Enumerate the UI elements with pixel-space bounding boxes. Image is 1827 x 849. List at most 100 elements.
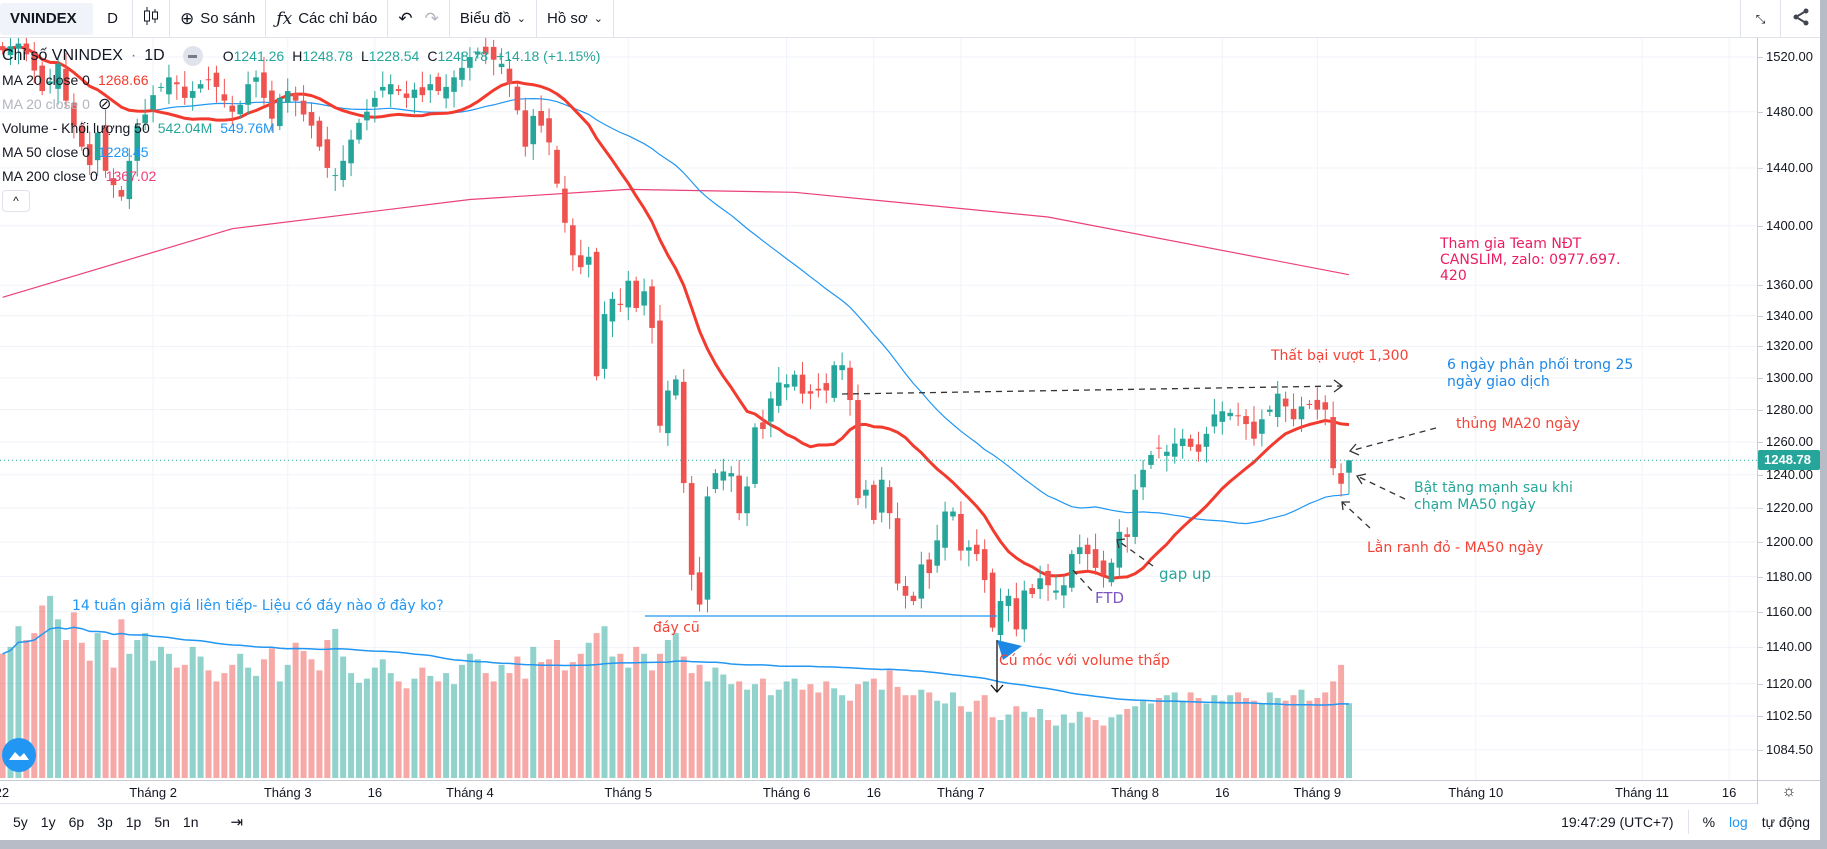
price-axis[interactable]: 1520.00 1480.00 1440.00 1400.00 1360.00 1340.…	[1757, 38, 1820, 780]
arrow-head-icon	[1333, 379, 1344, 393]
candle-body	[562, 188, 568, 223]
volume-bar	[1282, 700, 1289, 778]
compare-button[interactable]: ⊕ So sánh	[170, 0, 267, 38]
candle-body	[1116, 531, 1123, 568]
legend-volume[interactable]: Volume - Khối lượng 50 542.04M 549.76M	[2, 116, 600, 140]
candle-body	[39, 65, 45, 92]
interval-button[interactable]: D	[93, 0, 133, 38]
red-line-ma50-arrow[interactable]	[1341, 501, 1371, 529]
annotation-gap-up[interactable]: gap up	[1159, 565, 1212, 583]
annotation-bounce-ma50[interactable]: Bật tăng mạnh sau khi chạm MA50 ngày	[1414, 480, 1573, 514]
volume-bar	[229, 664, 236, 778]
volume-bar	[506, 673, 513, 778]
range-button-1n[interactable]: 1n	[182, 814, 199, 830]
candle-body	[142, 114, 148, 124]
ftd-line[interactable]	[1072, 569, 1094, 593]
price-axis-label: 1102.50	[1766, 707, 1813, 723]
legend-ma200[interactable]: MA 200 close 0 1367.02	[2, 164, 600, 188]
symbol-search-button[interactable]: VNINDEX	[0, 2, 93, 35]
range-button-6p[interactable]: 6p	[68, 814, 85, 830]
annotation-distribution[interactable]: 6 ngày phân phối trong 25 ngày giao dịch	[1447, 357, 1633, 391]
volume-bar	[316, 670, 323, 778]
volume-bar	[1195, 697, 1202, 778]
chart-type-button[interactable]	[133, 0, 170, 38]
annotation-hook[interactable]: Cú móc với volume thấp	[999, 653, 1170, 669]
auto-toggle[interactable]: tự động	[1761, 814, 1810, 830]
range-button-1y[interactable]: 1y	[40, 814, 56, 830]
log-toggle[interactable]: log	[1729, 814, 1748, 830]
chevron-up-icon: ^	[13, 194, 19, 208]
close-label: C	[427, 48, 438, 64]
candle-body	[1274, 393, 1281, 418]
range-button-5y[interactable]: 5y	[13, 814, 28, 830]
range-button-1p[interactable]: 1p	[125, 814, 142, 830]
close-value: 1248.78	[437, 48, 489, 64]
volume-bar	[213, 681, 220, 778]
legend-ma50[interactable]: MA 50 close 0 1228.45	[2, 140, 600, 164]
candle-body	[372, 97, 378, 107]
time-axis[interactable]: ☼ 2022 Tháng 2 Tháng 3 16 Tháng 4 Tháng 5 Thán…	[0, 780, 1820, 805]
undo-icon[interactable]: ↶	[398, 8, 413, 28]
price-axis-tick	[1758, 508, 1763, 510]
volume-bar	[934, 700, 941, 778]
legend-main-row: Chỉ số VNINDEX · 1D O1241.26 H1248.78 L1…	[2, 44, 600, 68]
volume-bar	[1203, 703, 1210, 778]
candle-body	[530, 115, 537, 145]
profile-menu-button[interactable]: Hồ sơ ⌄	[537, 0, 614, 38]
candle-body	[308, 112, 315, 126]
annotation-red-line-ma50[interactable]: Lằn ranh đỏ - MA50 ngày	[1367, 540, 1544, 556]
legend-hide-button[interactable]	[182, 46, 203, 66]
share-button[interactable]	[1780, 0, 1820, 38]
time-axis-label: Tháng 9	[1293, 785, 1342, 800]
volume-bar	[807, 684, 814, 778]
tradingview-logo[interactable]	[2, 738, 36, 772]
eye-off-icon[interactable]: ⊘	[97, 96, 112, 113]
annotation-fail-1300[interactable]: Thất bại vượt 1,300	[1271, 348, 1409, 364]
fullscreen-button[interactable]: ⤡	[1740, 0, 1780, 38]
flag-icon[interactable]	[997, 640, 1022, 660]
price-chart[interactable]	[0, 0, 1757, 780]
candle-body	[55, 63, 61, 89]
annotation-old-bottom[interactable]: đáy cũ	[653, 620, 700, 636]
price-axis-label: 1240.00	[1766, 466, 1813, 482]
legend-ma20[interactable]: MA 20 close 0 1268.66	[2, 68, 600, 92]
volume-bar	[1100, 725, 1107, 778]
arrow-head-icon	[990, 684, 1004, 693]
annotation-break-ma20[interactable]: thủng MA20 ngày	[1456, 416, 1580, 432]
volume-bar	[1171, 692, 1178, 778]
compare-label: So sánh	[200, 10, 256, 27]
volume-bar	[601, 626, 608, 778]
candle-body	[435, 76, 441, 92]
goto-date-icon[interactable]: ⇥	[230, 814, 244, 831]
time-axis-label: 2022	[0, 785, 10, 800]
break-ma20-arrow[interactable]	[1349, 427, 1437, 452]
candle-body	[1013, 598, 1020, 630]
percent-toggle[interactable]: %	[1702, 814, 1716, 830]
price-axis-tick	[1758, 441, 1763, 443]
chart-menu-button[interactable]: Biểu đồ ⌄	[450, 0, 537, 38]
interval-label: D	[107, 10, 118, 27]
annotation-weeks-down[interactable]: 14 tuần giảm giá liên tiếp- Liệu có đáy …	[72, 598, 444, 614]
range-button-3p[interactable]: 3p	[97, 814, 113, 830]
bottom-strip	[0, 840, 1827, 849]
legend-ma20-hidden[interactable]: MA 20 close 0 ⊘	[2, 92, 600, 116]
legend-collapse-button[interactable]: ^	[2, 190, 30, 212]
volume-bar	[47, 595, 54, 778]
annotation-ftd[interactable]: FTD	[1095, 589, 1125, 607]
volume-bar	[0, 653, 6, 778]
axis-settings-button[interactable]: ☼	[1757, 781, 1820, 805]
gap-up-arrow[interactable]	[1116, 539, 1154, 567]
candles	[0, 28, 1352, 645]
redo-icon[interactable]: ↷	[424, 8, 439, 28]
range-button-5n[interactable]: 5n	[154, 814, 170, 830]
bounce-ma50-arrow[interactable]	[1356, 475, 1406, 500]
indicators-button[interactable]: ƒx Các chỉ báo	[266, 0, 389, 38]
volume-bar	[688, 673, 695, 778]
time-axis-label: Tháng 6	[762, 785, 811, 800]
candle-body	[989, 572, 996, 628]
clock-time[interactable]: 19:47:29 (UTC+7)	[1561, 814, 1674, 830]
volume-bar	[815, 692, 822, 778]
candle-body	[878, 479, 885, 513]
annotation-team[interactable]: Tham gia Team NĐT CANSLIM, zalo: 0977.697…	[1440, 236, 1620, 284]
candle-body	[150, 95, 156, 110]
